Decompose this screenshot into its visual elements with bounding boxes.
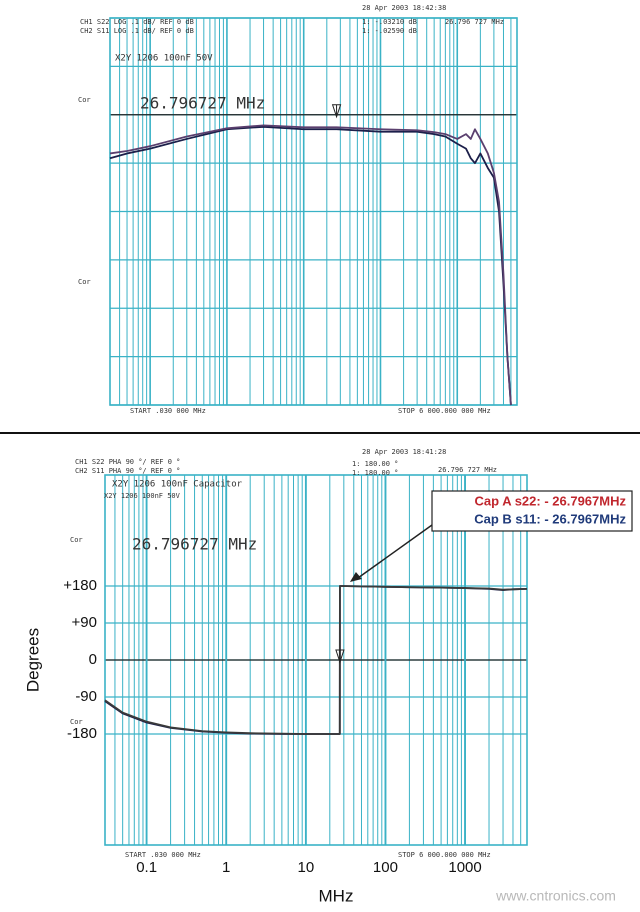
side-label: Cor [70,718,83,726]
y-tick-label: -180 [67,725,97,742]
stop-label: STOP 6 000.000 000 MHz [398,407,491,415]
marker-frequency: 26.796 727 MHz [445,18,504,26]
y-axis-label: Degrees [23,628,42,692]
side-label: Cor [70,536,83,544]
start-label: START .030 000 MHz [125,851,201,859]
annotation-text: Cap B s11: - 26.7967MHz [474,511,626,526]
annotation-box [431,490,633,532]
series-line [109,124,512,406]
trace-subtitle: X2Y 1206 100nF 50V [104,492,181,500]
channel-header: CH2 S11 LOG .1 dB/ REF 0 dB [80,27,194,35]
series-line [104,585,528,735]
x-axis-label: MHz [319,886,354,905]
start-label: START .030 000 MHz [130,407,206,415]
y-tick-label: -90 [75,688,97,705]
trace-title: X2Y 1206 100nF 50V [115,54,213,64]
plot-frame [109,17,518,406]
annotation-arrow [357,524,433,579]
date-stamp: 28 Apr 2003 18:42:38 [362,4,446,12]
y-tick-label: +180 [63,577,97,594]
channel-header: CH1 S22 PHA 90 °/ REF 0 ° [75,458,180,466]
channel-header: CH2 S11 PHA 90 °/ REF 0 ° [75,467,180,475]
marker [331,104,342,119]
marker-label: 26.796727 MHz [132,535,257,554]
date-stamp: 28 Apr 2003 18:41:28 [362,448,446,456]
stop-label: STOP 6 000.000 000 MHz [398,851,491,859]
channel-header: CH1 S22 LOG .1 dB/ REF 0 dB [80,18,194,26]
x-tick-label: 100 [373,859,398,876]
marker-readout: 1: -.02590 dB [362,27,417,35]
annotation-arrowhead [349,572,362,582]
x-tick-label: 1 [222,859,230,876]
marker-frequency: 26.796 727 MHz [438,466,497,474]
marker-readout: 1: 180.00 ° [352,460,398,468]
x-tick-label: 0.1 [136,859,157,876]
series-line [109,125,512,406]
side-label: Cor [78,278,91,286]
marker-label: 26.796727 MHz [140,94,265,113]
marker [335,649,345,664]
watermark: www.cntronics.com [495,888,616,904]
annotation-text: Cap A s22: - 26.7967MHz [475,493,627,508]
x-tick-label: 10 [297,859,314,876]
marker-readout: 1: -.03210 dB [362,18,417,26]
marker-readout: 1: 180.00 ° [352,469,398,477]
y-tick-label: 0 [89,651,97,668]
trace-title: X2Y 1206 100nF Capacitor [112,480,243,490]
plot-frame [104,474,528,846]
side-label: Cor [78,96,91,104]
y-tick-label: +90 [72,614,97,631]
x-tick-label: 1000 [448,859,481,876]
